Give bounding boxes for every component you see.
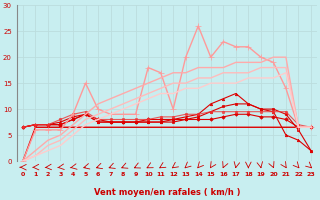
X-axis label: Vent moyen/en rafales ( km/h ): Vent moyen/en rafales ( km/h ): [94, 188, 240, 197]
